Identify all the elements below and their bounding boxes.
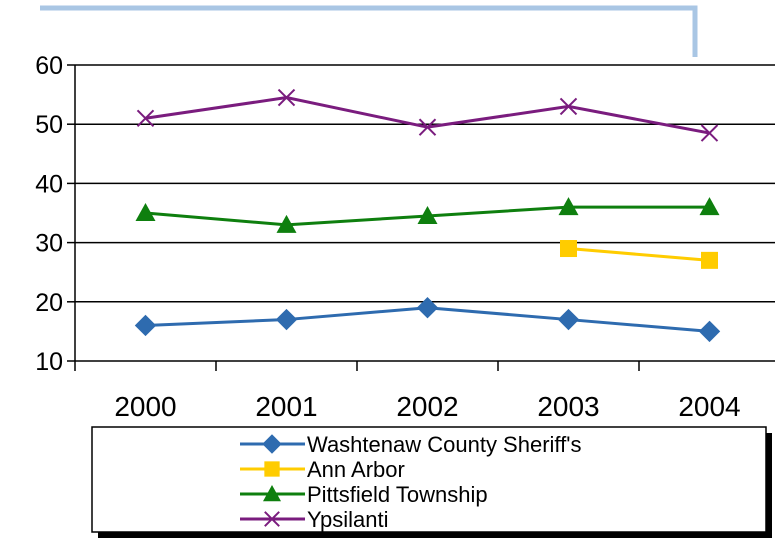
y-tick-label: 20 — [35, 289, 63, 317]
legend-marker — [263, 485, 281, 502]
data-point — [135, 203, 156, 221]
x-tick-label: 2000 — [114, 391, 176, 422]
legend-marker — [262, 434, 282, 454]
data-point — [417, 205, 438, 224]
data-point — [698, 320, 721, 343]
y-tick-label: 60 — [35, 52, 63, 80]
data-point — [699, 197, 720, 216]
decorative-frame — [40, 5, 698, 57]
legend-label: Pittsfield Township — [307, 482, 488, 507]
data-point — [277, 88, 296, 107]
y-tick-label: 30 — [35, 230, 63, 258]
y-tick-label: 10 — [35, 348, 63, 376]
x-tick-label: 2001 — [255, 391, 317, 422]
data-point — [557, 308, 580, 331]
data-point — [560, 240, 577, 258]
y-tick-label: 50 — [35, 111, 63, 139]
data-point — [701, 251, 718, 269]
legend-marker — [264, 511, 280, 527]
data-point — [276, 214, 297, 233]
data-point — [559, 97, 578, 116]
data-point — [700, 124, 719, 142]
legend-marker — [264, 461, 280, 477]
data-point — [418, 118, 437, 136]
legend-label: Ann Arbor — [307, 457, 405, 482]
series-line — [568, 247, 710, 262]
data-point — [275, 308, 298, 331]
x-tick-label: 2004 — [678, 391, 740, 422]
y-tick-label: 40 — [35, 170, 63, 198]
data-point — [136, 109, 155, 127]
legend-box — [91, 426, 767, 533]
legend-label: Washtenaw County Sheriff's — [307, 432, 581, 457]
x-tick-label: 2003 — [537, 391, 599, 422]
data-point — [416, 297, 439, 319]
data-point — [134, 314, 157, 337]
x-tick-label: 2002 — [396, 391, 458, 422]
data-point — [558, 197, 579, 216]
legend-label: Ypsilanti — [307, 507, 389, 532]
